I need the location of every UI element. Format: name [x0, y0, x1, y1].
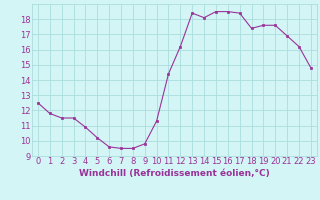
X-axis label: Windchill (Refroidissement éolien,°C): Windchill (Refroidissement éolien,°C): [79, 169, 270, 178]
